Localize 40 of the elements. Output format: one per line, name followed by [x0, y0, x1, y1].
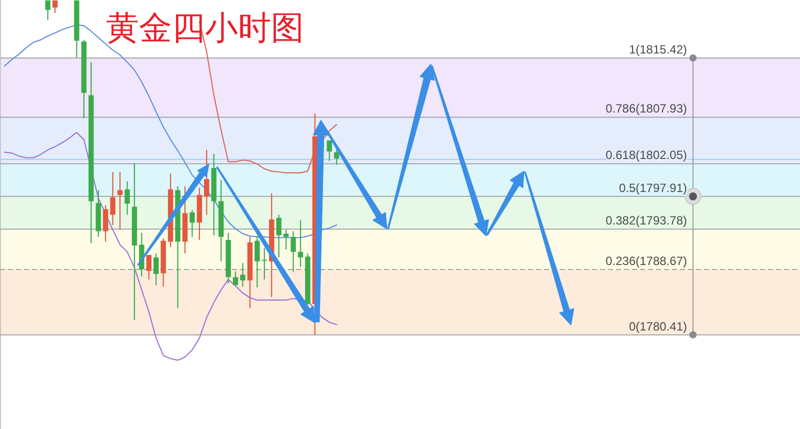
- ref-line-label: 0.236(1788.67): [606, 254, 687, 268]
- ref-line-label: 0.786(1807.93): [606, 102, 687, 116]
- candlestick: [226, 232, 231, 284]
- candlestick: [218, 180, 224, 262]
- candlestick: [96, 190, 101, 237]
- candlestick: [117, 172, 123, 230]
- candlestick: [240, 262, 246, 287]
- candlestick: [232, 272, 238, 286]
- candlestick: [146, 255, 152, 280]
- candlestick: [74, 0, 80, 58]
- ref-line-label: 1(1815.42): [628, 42, 687, 56]
- candlestick: [334, 150, 340, 165]
- ref-line-label: 0(1780.41): [628, 319, 687, 334]
- ref-line-label: 0.618(1802.05): [606, 148, 687, 162]
- candlestick: [290, 231, 296, 272]
- chart-title: 黄金四小时图: [106, 8, 304, 47]
- candlestick: [190, 210, 195, 237]
- candlestick: [196, 188, 202, 240]
- candlestick: [262, 248, 267, 280]
- candlestick: [298, 220, 304, 267]
- candlestick: [305, 253, 310, 305]
- candlestick: [276, 214, 282, 258]
- candlestick: [154, 253, 159, 286]
- candlestick: [52, 0, 58, 14]
- ref-line-label: 0.382(1793.78): [606, 214, 687, 228]
- candlestick: [247, 236, 253, 308]
- candlestick: [254, 236, 260, 288]
- candlestick: [110, 172, 116, 225]
- candlestick: [81, 40, 86, 118]
- ref-line-label: 0.5(1797.91): [618, 180, 687, 195]
- candlestick: [132, 163, 138, 320]
- candlestick: [326, 140, 332, 161]
- candlestick: [160, 238, 166, 287]
- candlestick: [102, 205, 108, 242]
- candlestick: [283, 230, 289, 250]
- candlestick: [124, 181, 130, 215]
- candlestick: [211, 154, 216, 236]
- candlestick: [45, 0, 50, 20]
- candlestick: [88, 62, 94, 244]
- candlestick: [182, 186, 188, 254]
